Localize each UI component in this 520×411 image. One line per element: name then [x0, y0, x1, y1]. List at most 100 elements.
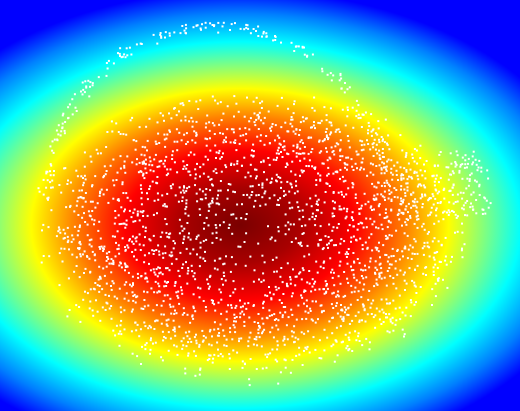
- point: [369, 206, 372, 209]
- point: [49, 174, 52, 177]
- point: [461, 177, 464, 180]
- point: [115, 324, 118, 327]
- point: [369, 306, 372, 309]
- point: [361, 319, 363, 322]
- point: [45, 172, 48, 175]
- point: [375, 143, 378, 146]
- point: [228, 368, 231, 370]
- point: [89, 81, 92, 84]
- point: [359, 237, 362, 240]
- point: [342, 340, 344, 343]
- point: [147, 327, 150, 330]
- point: [282, 339, 285, 342]
- point: [202, 240, 205, 243]
- point: [378, 213, 381, 216]
- point: [163, 203, 166, 206]
- point: [99, 237, 102, 240]
- point: [385, 179, 388, 182]
- point: [310, 136, 313, 139]
- point: [368, 125, 371, 128]
- point: [347, 139, 350, 142]
- point: [148, 262, 150, 265]
- point: [382, 311, 385, 314]
- point: [236, 169, 239, 172]
- point: [380, 184, 383, 187]
- point: [413, 222, 416, 225]
- point: [252, 100, 255, 103]
- point: [132, 242, 135, 245]
- point: [352, 269, 355, 271]
- point: [166, 324, 169, 327]
- point: [332, 172, 335, 175]
- point: [375, 186, 378, 189]
- point: [156, 275, 159, 278]
- point: [155, 319, 158, 322]
- point: [52, 151, 55, 154]
- point: [217, 21, 220, 24]
- point: [309, 197, 312, 200]
- point: [232, 280, 235, 283]
- point: [378, 310, 381, 313]
- point: [361, 244, 364, 247]
- point: [239, 316, 242, 319]
- point: [329, 157, 332, 160]
- point: [356, 258, 359, 260]
- point: [112, 158, 115, 161]
- point: [325, 150, 328, 153]
- point: [101, 306, 104, 309]
- point: [241, 360, 244, 363]
- point: [383, 166, 385, 169]
- point: [183, 191, 186, 194]
- point: [323, 260, 326, 263]
- point: [300, 169, 303, 172]
- point: [50, 209, 53, 212]
- point: [464, 214, 466, 217]
- point: [241, 366, 244, 369]
- point: [294, 45, 297, 48]
- point: [351, 319, 354, 322]
- point: [128, 46, 131, 49]
- point: [395, 169, 398, 172]
- point: [257, 25, 260, 28]
- point: [331, 200, 334, 203]
- point: [421, 193, 423, 196]
- point: [364, 203, 367, 206]
- point: [260, 161, 263, 164]
- point: [205, 309, 208, 312]
- point: [125, 192, 128, 195]
- point: [249, 32, 252, 35]
- point: [211, 24, 214, 26]
- point: [369, 162, 372, 165]
- point: [348, 331, 351, 334]
- point: [175, 312, 178, 315]
- point: [203, 222, 206, 224]
- point: [392, 329, 395, 332]
- point: [419, 169, 422, 172]
- point: [326, 182, 329, 185]
- point: [275, 256, 278, 259]
- point: [160, 313, 163, 316]
- point: [149, 185, 152, 188]
- point: [326, 73, 329, 76]
- point: [318, 357, 321, 359]
- point: [108, 262, 111, 265]
- point: [84, 192, 87, 194]
- point: [213, 25, 215, 28]
- point: [199, 368, 202, 371]
- point: [233, 326, 236, 329]
- point: [315, 183, 318, 186]
- point: [355, 115, 358, 118]
- point: [171, 150, 174, 153]
- point: [279, 371, 282, 374]
- point: [166, 294, 169, 297]
- point: [481, 213, 484, 215]
- point: [227, 304, 230, 307]
- point: [229, 294, 232, 297]
- point: [156, 42, 159, 45]
- point: [198, 265, 201, 268]
- point: [211, 201, 214, 204]
- point: [361, 222, 364, 225]
- point: [49, 163, 52, 166]
- point: [344, 82, 346, 84]
- point: [302, 120, 305, 123]
